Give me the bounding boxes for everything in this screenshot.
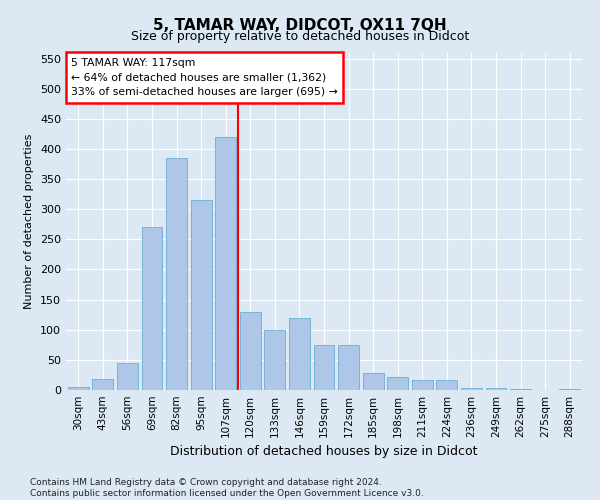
Bar xyxy=(289,318,310,390)
Bar xyxy=(362,373,383,390)
Bar xyxy=(142,228,163,390)
Bar xyxy=(510,389,531,390)
Bar xyxy=(191,200,212,390)
Bar xyxy=(314,345,334,390)
Bar xyxy=(68,387,89,390)
Y-axis label: Number of detached properties: Number of detached properties xyxy=(25,134,34,309)
Bar xyxy=(412,380,433,390)
Bar xyxy=(485,388,506,390)
Bar xyxy=(215,137,236,390)
Bar xyxy=(166,158,187,390)
Bar xyxy=(265,330,286,390)
Text: 5 TAMAR WAY: 117sqm
← 64% of detached houses are smaller (1,362)
33% of semi-det: 5 TAMAR WAY: 117sqm ← 64% of detached ho… xyxy=(71,58,338,97)
Bar xyxy=(92,379,113,390)
Text: Size of property relative to detached houses in Didcot: Size of property relative to detached ho… xyxy=(131,30,469,43)
Bar xyxy=(240,312,261,390)
Bar xyxy=(387,376,408,390)
Bar xyxy=(461,388,482,390)
X-axis label: Distribution of detached houses by size in Didcot: Distribution of detached houses by size … xyxy=(170,446,478,458)
Bar xyxy=(436,380,457,390)
Bar xyxy=(559,389,580,390)
Text: 5, TAMAR WAY, DIDCOT, OX11 7QH: 5, TAMAR WAY, DIDCOT, OX11 7QH xyxy=(153,18,447,32)
Bar xyxy=(117,363,138,390)
Bar xyxy=(338,345,359,390)
Text: Contains HM Land Registry data © Crown copyright and database right 2024.
Contai: Contains HM Land Registry data © Crown c… xyxy=(30,478,424,498)
